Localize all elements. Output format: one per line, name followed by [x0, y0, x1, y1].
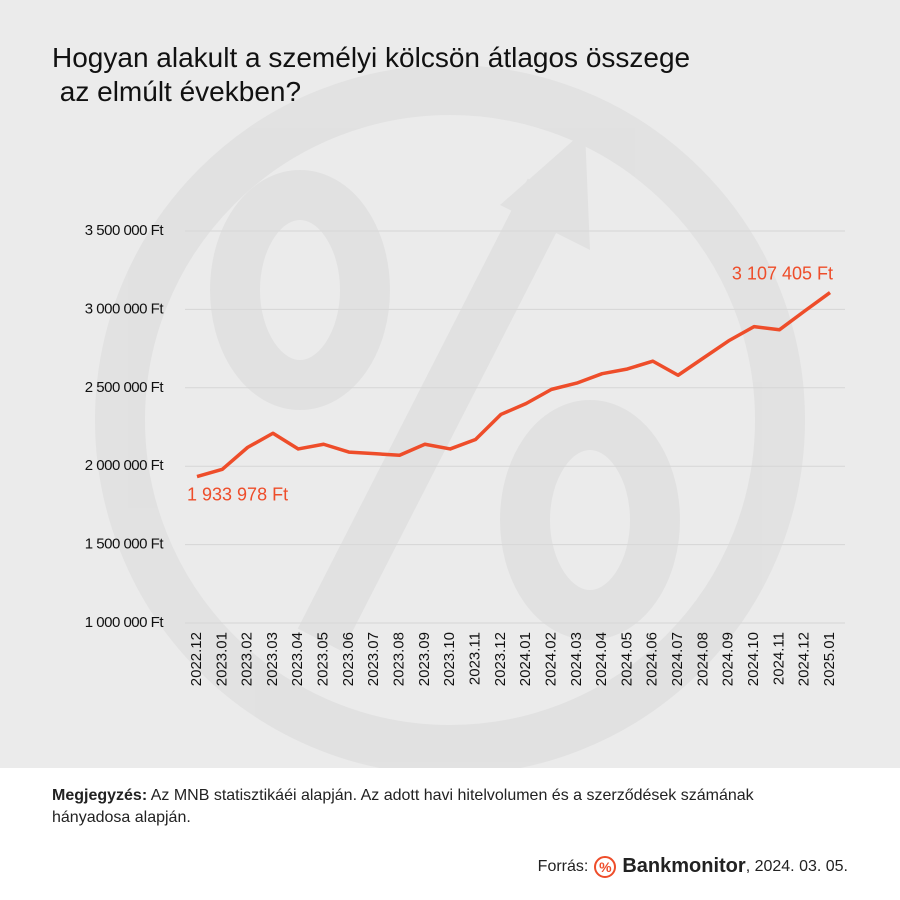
x-tick-label: 2023.01 [213, 632, 230, 686]
x-tick-label: 2024.08 [694, 632, 711, 686]
x-tick-label: 2024.06 [644, 632, 661, 686]
x-tick-label: 2023.07 [365, 632, 382, 686]
source-label: Forrás: [537, 857, 589, 875]
source-date: , 2024. 03. 05. [745, 857, 848, 875]
x-tick-label: 2023.05 [315, 632, 332, 686]
x-tick-label: 2023.02 [239, 632, 256, 686]
x-tick-label: 2024.02 [542, 632, 559, 686]
y-tick-label: 3 500 000 Ft [85, 222, 165, 239]
source: Forrás:% Bankmonitor, 2024. 03. 05. [538, 855, 848, 878]
x-tick-label: 2024.11 [770, 632, 787, 685]
watermark [95, 65, 805, 768]
x-tick-label: 2024.12 [796, 632, 813, 686]
x-tick-label: 2025.01 [821, 632, 838, 686]
x-tick-label: 2022.12 [188, 632, 205, 686]
x-tick-label: 2023.06 [340, 632, 357, 686]
note: Megjegyzés: Az MNB statisztikáéi alapján… [52, 785, 832, 829]
x-tick-label: 2024.07 [669, 632, 686, 686]
x-tick-label: 2023.11 [466, 632, 483, 685]
x-tick-label: 2024.04 [593, 632, 610, 686]
y-tick-label: 1 500 000 Ft [85, 536, 165, 553]
x-tick-label: 2023.12 [492, 632, 509, 686]
note-text: Az MNB statisztikáéi alapján. Az adott h… [52, 787, 754, 826]
x-tick-label: 2024.10 [745, 632, 762, 686]
y-tick-label: 2 000 000 Ft [85, 457, 165, 474]
x-tick-label: 2023.04 [289, 632, 306, 686]
x-tick-label: 2023.10 [441, 632, 458, 686]
x-tick-label: 2023.03 [264, 632, 281, 686]
y-tick-label: 3 000 000 Ft [85, 300, 165, 317]
data-line [196, 291, 832, 479]
x-tick-label: 2024.01 [517, 632, 534, 686]
logo-icon: % [594, 855, 617, 878]
x-tick-label: 2023.08 [391, 632, 408, 686]
x-tick-label: 2024.03 [568, 632, 585, 686]
note-label: Megjegyzés: [52, 787, 148, 804]
x-tick-label: 2024.09 [720, 632, 737, 686]
chart-title: Hogyan alakult a személyi kölcsön átlago… [52, 42, 690, 107]
y-tick-label: 1 000 000 Ft [85, 614, 165, 631]
chart: Hogyan alakult a személyi kölcsön átlago… [0, 0, 900, 768]
y-tick-label: 2 500 000 Ft [85, 379, 165, 396]
x-tick-label: 2024.05 [618, 632, 635, 686]
data-label: 3 107 405 Ft [732, 263, 833, 283]
data-label: 1 933 978 Ft [187, 484, 288, 504]
source-brand: Bankmonitor [622, 855, 746, 877]
x-tick-label: 2023.09 [416, 632, 433, 686]
